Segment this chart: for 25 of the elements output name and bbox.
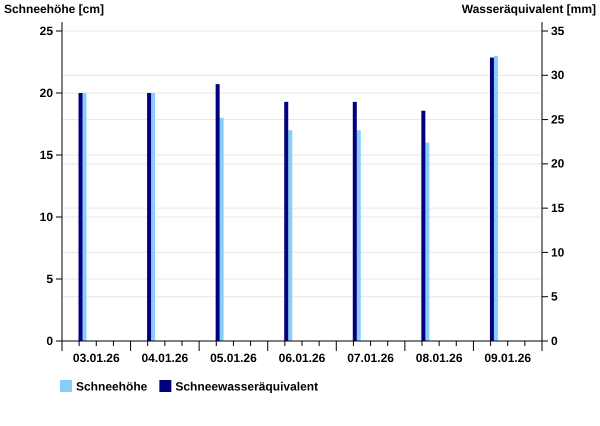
legend-label: Schneewasseräquivalent: [175, 380, 318, 394]
y-tick-label: 0: [46, 334, 54, 348]
y2-tick-label: 35: [551, 24, 565, 38]
y2-tick-label: 25: [551, 112, 565, 126]
x-tick-label: 06.01.26: [278, 351, 326, 365]
x-tick-label: 04.01.26: [142, 351, 189, 365]
y2-tick-label: 20: [551, 156, 565, 171]
y-tick-label: 20: [40, 86, 54, 100]
y-axis-title: Schneehöhe [cm]: [4, 2, 104, 16]
x-tick-label: 05.01.26: [210, 351, 258, 365]
y-tick-label: 5: [46, 272, 54, 286]
y2-tick-label: 15: [551, 200, 565, 215]
y2-tick-label: 5: [551, 290, 558, 304]
y-tick-label: 25: [40, 24, 54, 38]
y2-tick-label: 0: [551, 334, 558, 348]
x-tick-label: 09.01.26: [484, 351, 532, 365]
y-tick-label: 10: [40, 210, 54, 224]
x-tick-label: 07.01.26: [347, 351, 394, 365]
y2-tick-label: 30: [551, 68, 565, 82]
legend-label: Schneehöhe: [76, 380, 148, 394]
y2-axis-title: Wasseräquivalent [mm]: [462, 2, 596, 16]
x-tick-label: 08.01.26: [416, 351, 463, 365]
x-tick-label: 03.01.26: [72, 351, 120, 365]
y2-tick-label: 10: [551, 245, 565, 260]
y-tick-label: 15: [40, 148, 54, 162]
